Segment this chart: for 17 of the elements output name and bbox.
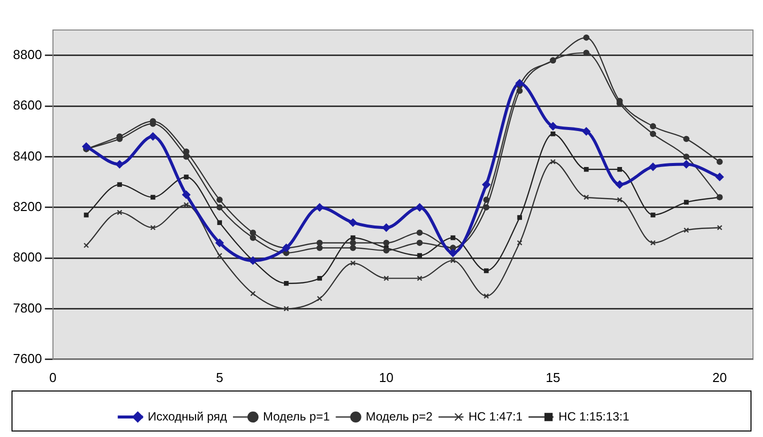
x-tick-label: 15 [546, 370, 560, 385]
legend-label: Модель p=1 [262, 409, 330, 424]
legend-label: НС 1:47:1 [468, 409, 523, 424]
legend-label: НС 1:15:13:1 [558, 409, 630, 424]
y-tick-label: 8800 [13, 46, 42, 62]
legend-label: Модель p=2 [366, 409, 433, 424]
y-tick-label: 7600 [13, 350, 42, 366]
legend-label: Исходный ряд [148, 409, 227, 424]
y-tick-label: 8600 [13, 98, 42, 113]
x-tick-label: 10 [379, 370, 394, 385]
y-tick-label: 8000 [13, 250, 42, 265]
y-tick-label: 8400 [13, 148, 42, 164]
x-tick-label: 0 [49, 370, 57, 385]
y-tick-label: 8200 [13, 198, 42, 214]
y-tick-label: 7800 [13, 300, 42, 316]
x-tick-label: 5 [216, 370, 224, 385]
x-tick-label: 20 [712, 370, 727, 385]
